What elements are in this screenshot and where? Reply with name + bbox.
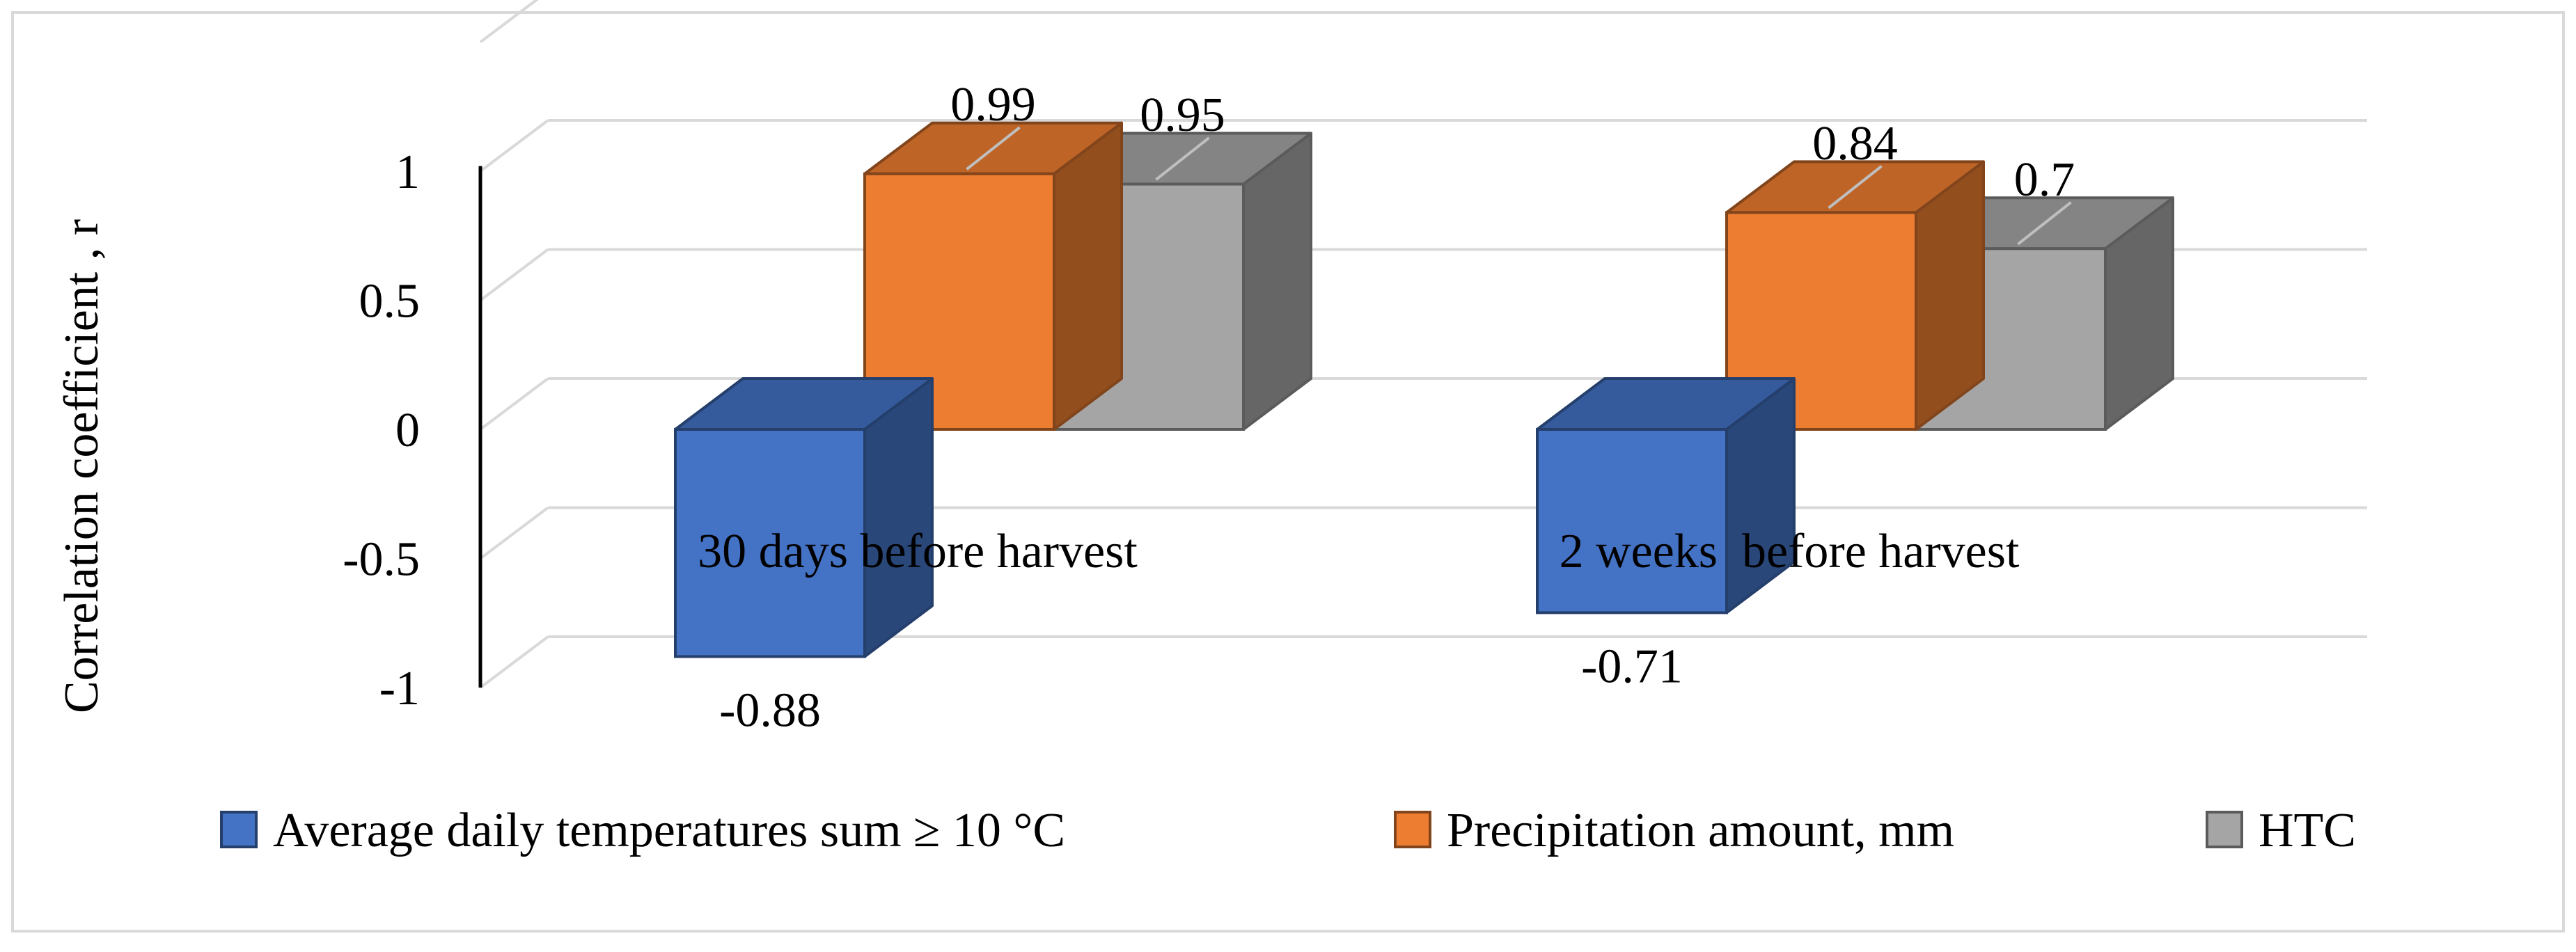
bars <box>674 121 2174 658</box>
gridline-diagonal <box>479 0 539 44</box>
gridline-diagonal <box>479 119 549 173</box>
data-label: -0.88 <box>719 683 821 737</box>
y-axis-title: Correlation coefficient , r <box>55 219 109 713</box>
gridline-diagonal <box>479 506 549 560</box>
legend-swatch <box>2206 811 2243 848</box>
bar-front-face <box>1536 428 1728 614</box>
y-tick-label: 0 <box>395 404 420 457</box>
x-category-label: 30 days before harvest <box>698 525 1138 578</box>
data-label-leader <box>966 126 1021 170</box>
legend-label: Precipitation amount, mm <box>1447 804 1954 857</box>
legend-label: Average daily temperatures sum ≥ 10 °C <box>273 804 1065 857</box>
gridline-diagonal <box>479 635 549 689</box>
y-tick-label: -1 <box>379 662 420 715</box>
x-category-label: 2 weeks before harvest <box>1560 525 2020 578</box>
data-label: 0.84 <box>1812 117 1898 170</box>
bar-front-face <box>674 428 866 658</box>
bar-average-daily-temperatures-sum-10-c <box>1536 377 1796 614</box>
y-tick-label: -0.5 <box>343 533 420 587</box>
bar-average-daily-temperatures-sum-10-c <box>674 377 934 658</box>
gridline-diagonal <box>479 248 549 302</box>
chart-border <box>11 11 2565 933</box>
bar-side-face <box>1053 121 1123 431</box>
legend-swatch <box>220 811 258 848</box>
gridline-diagonal <box>479 377 549 431</box>
data-label-leader <box>1155 136 1210 181</box>
data-label: 0.99 <box>950 78 1036 132</box>
y-tick-label: 0.5 <box>359 275 421 328</box>
y-axis: 1 0.5 0 -0.5 -1 <box>343 145 482 715</box>
data-labels: 0.95 0.99 -0.88 0.7 0.84 -0.71 30 days before … <box>698 78 2075 737</box>
legend-label: HTC <box>2259 804 2356 857</box>
legend: Average daily temperatures sum ≥ 10 °C Pr… <box>220 804 2356 857</box>
data-label: 0.95 <box>1140 88 1225 142</box>
data-label-leader <box>2017 201 2072 246</box>
y-tick-label: 1 <box>395 145 420 199</box>
data-label-leader <box>1828 165 1883 209</box>
data-label: -0.71 <box>1581 640 1683 693</box>
legend-swatch <box>1394 811 1431 848</box>
data-label: 0.7 <box>2014 153 2075 207</box>
